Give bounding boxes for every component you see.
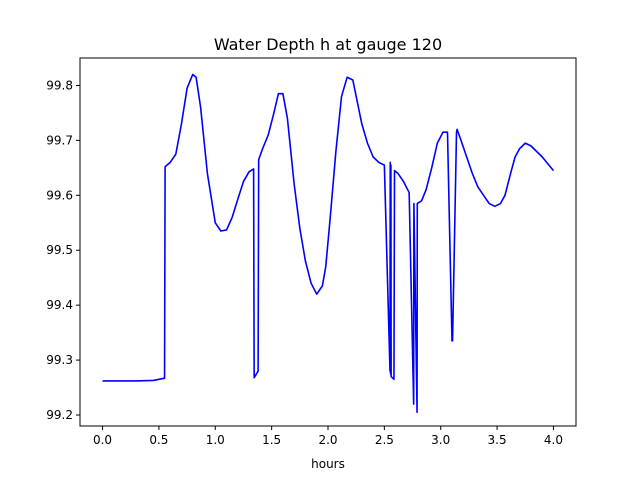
x-tick-label: 3.0 (431, 433, 450, 447)
chart-title: Water Depth h at gauge 120 (214, 35, 442, 54)
y-tick-label: 99.2 (46, 408, 73, 422)
y-tick-label: 99.6 (46, 188, 73, 202)
y-tick-label: 99.3 (46, 353, 73, 367)
y-tick-label: 99.7 (46, 133, 73, 147)
x-axis-label: hours (311, 457, 345, 471)
y-tick-label: 99.8 (46, 78, 73, 92)
x-tick-label: 1.0 (206, 433, 225, 447)
x-tick-label: 0.0 (93, 433, 112, 447)
x-tick-label: 3.5 (488, 433, 507, 447)
x-tick-label: 2.0 (318, 433, 337, 447)
x-tick-label: 0.5 (149, 433, 168, 447)
x-tick-label: 1.5 (262, 433, 281, 447)
y-tick-label: 99.4 (46, 298, 73, 312)
plot-area: 0.0 0.5 1.0 1.5 2.0 2.5 3.0 3.5 4.0 99.2 99.3 99.4 9… (46, 57, 577, 447)
x-tick-label: 4.0 (544, 433, 563, 447)
y-tick-label: 99.5 (46, 243, 73, 257)
series-line-0 (102, 73, 555, 414)
x-tick-label: 2.5 (375, 433, 394, 447)
